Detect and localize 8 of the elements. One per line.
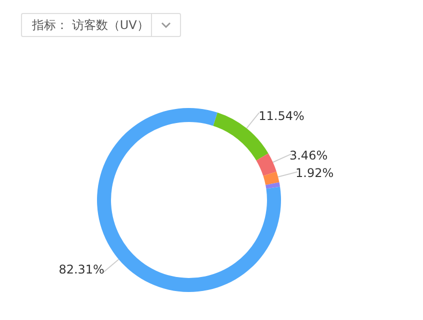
data-label: 1.92%: [296, 166, 334, 180]
donut-slice: [263, 172, 280, 185]
donut-slice: [256, 153, 276, 176]
donut-slice: [266, 182, 280, 189]
chart-title: 指标： 访客数（UV）: [31, 16, 150, 34]
data-label: 3.46%: [289, 148, 328, 163]
data-label: 82.31%: [58, 262, 104, 277]
data-label: 11.54%: [258, 108, 304, 123]
